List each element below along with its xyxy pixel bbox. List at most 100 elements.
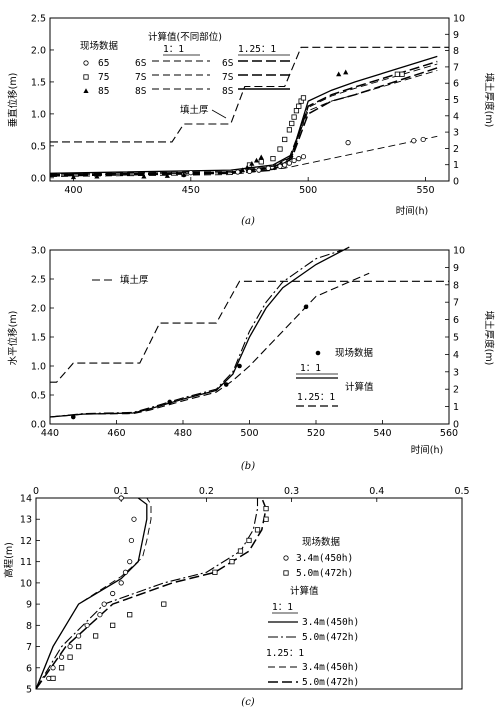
panel-a-point-85: [70, 174, 77, 180]
panel-b-point: [223, 382, 229, 387]
panel-c-xtick-label: 0.2: [199, 486, 214, 497]
panel-a-point-75: [291, 114, 297, 120]
panel-c-point-square: [254, 527, 261, 533]
panel-c-xtick-label: 0.1: [114, 486, 129, 497]
panel-a-y-tick-label: 2.0: [31, 45, 46, 56]
panel-a-y-tick-label: 0.0: [31, 173, 46, 184]
panel-a-y2-tick-label: 2: [453, 144, 459, 155]
panel-b-ticks: 440 460 480 500 520 540 5600.00.51.01.52.02.53…: [31, 246, 465, 440]
panel-c-legend-c2a: 5.0m(472h): [302, 632, 359, 643]
panel-b-legend-marks: [92, 279, 338, 407]
panel-c-point-square: [58, 665, 65, 671]
panel-a-legend-marker-75: [83, 74, 89, 80]
panel-b-y2-tick-label: 4: [453, 350, 459, 361]
panel-b-xtick-label: 500: [240, 428, 258, 439]
panel-a-point-75: [289, 120, 295, 127]
panel-c-point-circle: [46, 675, 52, 681]
panel-b-y-tick-label: 0.0: [31, 420, 46, 431]
panel-c-point-square: [93, 633, 99, 639]
panel-a-y2-tick-label: 3: [453, 128, 459, 139]
panel-c-xtick-label: 0.5: [454, 486, 469, 497]
panel-b-y2-tick-label: 7: [453, 298, 459, 309]
panel-c-legend-m2: 5.0m(472h): [296, 568, 353, 579]
panel-c-point-square: [127, 612, 133, 618]
panel-a-point-75: [296, 103, 302, 109]
panel-a-point-85: [258, 154, 264, 160]
panel-c-y-tick-label: 14: [20, 494, 32, 505]
panel-b-point: [237, 363, 242, 369]
panel-a-xlabel: 时间(h): [396, 205, 428, 217]
panel-c-point-circle: [97, 612, 103, 618]
panel-a-legend-85: 85: [98, 86, 109, 97]
panel-a-point-85: [253, 157, 260, 163]
panel-a-point-75: [293, 108, 300, 114]
panel-b-y2-tick-label: 3: [453, 367, 459, 378]
panel-c-point-square: [263, 516, 269, 522]
panel-c-point-circle: [50, 665, 56, 671]
panel-a-y-tick-label: 1.0: [31, 109, 46, 120]
panel-c-point-square: [229, 559, 235, 565]
panel-a-point-75: [286, 127, 293, 133]
panel-b-legend-marker: [315, 350, 321, 356]
panel-a-point-75: [394, 71, 400, 77]
panel-a-point-85: [141, 173, 147, 179]
panel-a-ylabel: 垂直位移(m): [7, 73, 19, 128]
panel-a-legend-6s-b: 6S: [222, 58, 234, 69]
panel-a-legend-marker-65: [83, 60, 89, 66]
panel-c-legend-measured: 现场数据: [302, 536, 341, 548]
panel-a-legend-measured-title: 现场数据: [80, 40, 119, 52]
panel-a-xtick-label: 400: [64, 185, 82, 196]
panel-a-ticks: 400 450 500 550 0.0 0.5 1.0 1.5 2.0 2.5 0 1 2 3 4 5 6 7 8 9…: [31, 14, 465, 197]
panel-a-legend-6s-a: 6S: [135, 58, 147, 69]
panel-a-xtick-label: 500: [299, 185, 317, 196]
panel-a-point-85: [164, 173, 170, 178]
panel-c-legend-c1b: 3.4m(450h): [302, 662, 359, 673]
panel-c-legend-c1a: 3.4m(450h): [302, 617, 359, 628]
panel-a-point-65: [246, 168, 253, 175]
panel-c-point-circle: [122, 569, 129, 575]
panel-c-y-tick-label: 8: [26, 621, 32, 632]
panel-b-point: [167, 399, 172, 405]
panel-c-ticks: 0 0.1 0.2 0.3 0.4 0.5 5 6 7 8 9 10 11 12 13 14: [20, 486, 470, 696]
panel-c-y-tick-label: 13: [20, 515, 32, 526]
panel-a-legend-fill: 填土厚: [180, 104, 209, 116]
panel-a-point-75: [300, 95, 307, 101]
panel-a-xtick-label: 450: [182, 185, 200, 196]
panel-a-legend-7s-a: 7S: [135, 72, 147, 83]
panel-c-y-tick-label: 12: [20, 536, 32, 547]
panel-c-series-1-1-5-0m-472h-: [35, 498, 259, 690]
panel-a-point-65: [282, 162, 288, 168]
panel-c-point-square: [237, 548, 244, 554]
panel-a-y2-tick-label: 10: [453, 14, 465, 25]
panel-a-point-65: [296, 156, 302, 162]
panel-c-point-circle: [110, 590, 116, 597]
panel-c-legend-m1: 3.4m(450h): [296, 553, 353, 564]
panel-c-point-square: [50, 675, 56, 681]
panel-b-xtick-label: 440: [41, 428, 59, 439]
panel-a-point-65: [291, 157, 297, 164]
panel-b-y2label: 填土厚度(m): [483, 311, 495, 366]
panel-b-point: [70, 414, 76, 420]
panel-a-point-85: [249, 160, 255, 166]
panel-c-point-circle: [118, 495, 124, 501]
panel-c-point-square: [246, 537, 252, 544]
panel-c-ylabel: 高程(m): [3, 542, 15, 578]
panel-b-ylabel: 水平位移(m): [7, 311, 19, 366]
panel-a-series-6s-1-25-1: [49, 67, 438, 177]
panel-b-y2-tick-label: 1: [453, 402, 459, 413]
panel-c-legend-c2b: 5.0m(472h): [302, 677, 359, 688]
panel-a-y-tick-label: 2.5: [31, 14, 46, 25]
panel-b-series-1-25-1: [49, 272, 370, 418]
panel-c-point-circle: [127, 559, 133, 565]
panel-a-legend-marker-85: [83, 88, 89, 93]
panel-c-point-square: [212, 569, 218, 575]
panel-a: 400 450 500 550 0.0 0.5 1.0 1.5 2.0 2.5 0 1 2 3 4 5 6 7 8 9…: [7, 14, 495, 228]
panel-b-y2-tick-label: 9: [453, 263, 459, 274]
panel-a-point-65: [286, 160, 292, 166]
panel-b-series: [49, 246, 449, 420]
panel-a-point-65: [420, 136, 426, 143]
panel-a-point-65: [235, 169, 241, 175]
panel-c-y-tick-label: 5: [26, 685, 32, 696]
panel-b-y2-tick-label: 10: [453, 246, 465, 257]
panel-b-legend-ratio-b: 1.25：1: [297, 392, 335, 403]
